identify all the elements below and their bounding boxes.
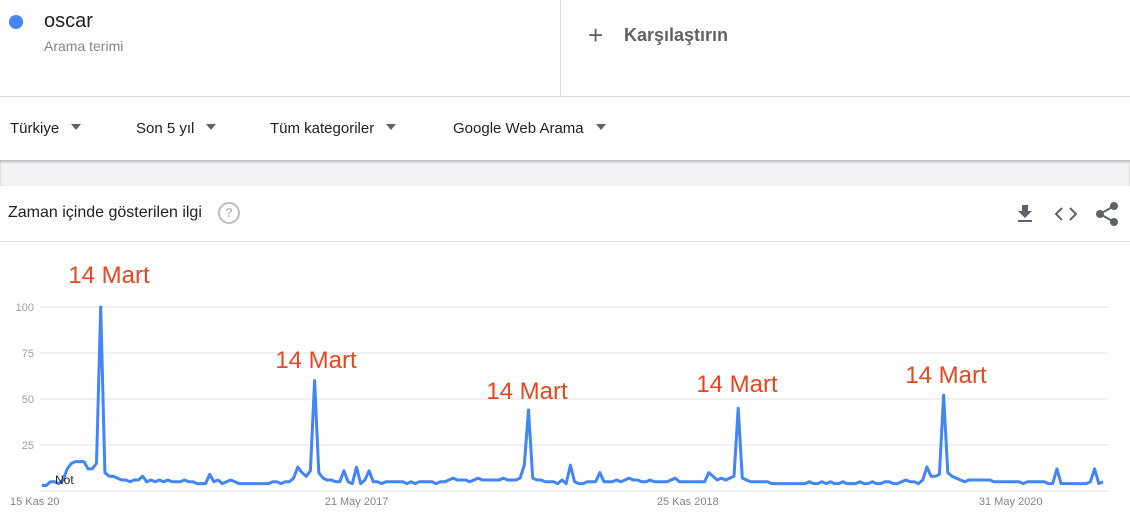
y-tick-label: 25 bbox=[22, 440, 34, 452]
help-icon[interactable]: ? bbox=[218, 202, 240, 224]
y-tick-label: 50 bbox=[22, 394, 34, 406]
annotation: 14 Mart bbox=[905, 362, 987, 389]
x-tick-label: 25 Kas 2018 bbox=[657, 496, 719, 508]
download-icon[interactable] bbox=[1018, 205, 1032, 222]
y-tick-label: 75 bbox=[22, 348, 34, 360]
x-tick-label: 31 May 2020 bbox=[979, 496, 1043, 508]
term-dot bbox=[9, 15, 23, 29]
band bbox=[0, 160, 1130, 186]
note: Not bbox=[55, 473, 74, 487]
compare[interactable]: Karşılaştırın bbox=[624, 25, 729, 45]
toolbar bbox=[1018, 202, 1118, 226]
divider bbox=[0, 241, 1130, 242]
annotation: 14 Mart bbox=[696, 371, 778, 398]
term-type: Arama terimi bbox=[44, 38, 124, 54]
term[interactable]: oscar bbox=[44, 10, 93, 32]
plus-icon[interactable]: + bbox=[588, 20, 604, 50]
x-tick-label: 21 May 2017 bbox=[325, 496, 389, 508]
filter[interactable]: Google Web Arama bbox=[453, 120, 606, 137]
divider bbox=[0, 96, 1130, 97]
annotation: 14 Mart bbox=[275, 347, 357, 374]
annotation: 14 Mart bbox=[486, 378, 568, 405]
y-tick-label: 100 bbox=[16, 302, 34, 314]
annotation: 14 Mart bbox=[68, 262, 150, 289]
divider bbox=[560, 0, 561, 96]
filter[interactable]: Tüm kategoriler bbox=[270, 120, 396, 137]
panel-title: Zaman içinde gösterilen ilgi bbox=[8, 204, 202, 221]
share-icon[interactable] bbox=[1096, 202, 1118, 226]
embed-icon[interactable] bbox=[1054, 207, 1078, 221]
x-tick-label: 15 Kas 20 bbox=[10, 496, 60, 508]
filter[interactable]: Türkiye bbox=[10, 120, 81, 137]
line bbox=[42, 305, 1104, 487]
filter[interactable]: Son 5 yıl bbox=[136, 120, 216, 137]
